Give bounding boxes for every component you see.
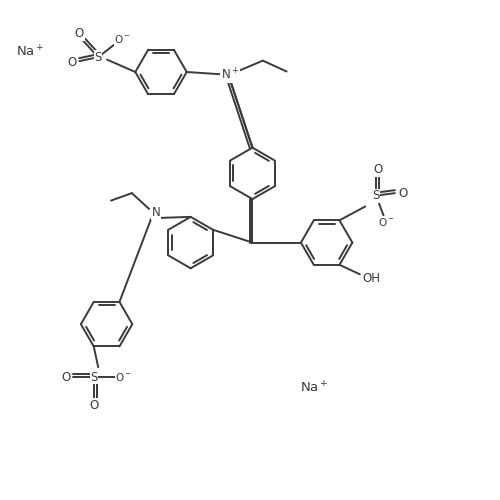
- Text: Na$^+$: Na$^+$: [16, 44, 44, 60]
- Text: Na$^+$: Na$^+$: [300, 381, 328, 396]
- Text: N: N: [152, 206, 160, 220]
- Text: O: O: [373, 164, 382, 176]
- Text: O: O: [90, 399, 99, 412]
- Text: OH: OH: [362, 272, 380, 284]
- Text: S: S: [94, 50, 102, 64]
- Text: O$^-$: O$^-$: [114, 34, 132, 46]
- Text: O: O: [68, 56, 77, 68]
- Text: O: O: [61, 370, 70, 384]
- Text: O$^-$: O$^-$: [116, 371, 132, 383]
- Text: O$^-$: O$^-$: [378, 216, 396, 228]
- Text: S: S: [90, 370, 98, 384]
- Text: S: S: [372, 189, 380, 202]
- Text: O: O: [75, 28, 84, 40]
- Text: O: O: [398, 186, 407, 200]
- Text: N$^+$: N$^+$: [221, 67, 240, 82]
